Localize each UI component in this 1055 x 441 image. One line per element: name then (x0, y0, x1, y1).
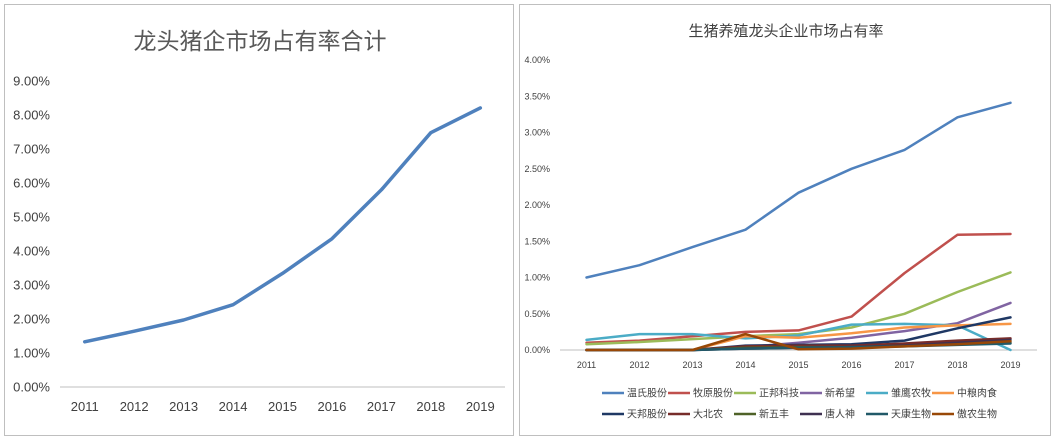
y-tick-label: 0.00% (524, 345, 550, 355)
series-line-11 (585, 332, 1012, 352)
legend-label: 中粮肉食 (957, 387, 997, 400)
x-tick-label: 2017 (367, 399, 396, 414)
x-tick-label: 2015 (788, 360, 808, 370)
x-tick-label: 2011 (71, 399, 99, 414)
chart-title: 龙头猪企市场占有率合计 (134, 29, 387, 55)
x-tick-label: 2016 (841, 360, 861, 370)
x-tick-label: 2013 (169, 399, 198, 414)
y-tick-label: 6.00% (13, 176, 50, 191)
y-tick-label: 0.50% (524, 309, 550, 319)
y-tick-label: 7.00% (13, 142, 50, 157)
y-tick-label: 2.00% (524, 200, 550, 210)
legend-label: 天邦股份 (627, 408, 667, 421)
y-tick-label: 5.00% (13, 210, 50, 225)
y-tick-label: 2.50% (524, 164, 550, 174)
left-line-chart: 龙头猪企市场占有率合计 0.00% 1.00% 2.00% 3.00% 4.00% 5.00… (13, 29, 505, 414)
x-tick-label: 2018 (416, 399, 445, 414)
series-line-0 (585, 101, 1012, 279)
legend-label: 唐人神 (825, 408, 855, 421)
x-tick-label: 2011 (577, 360, 596, 370)
legend-label: 新希望 (825, 387, 855, 400)
series-line-1 (585, 232, 1012, 345)
legend-label: 正邦科技 (759, 387, 799, 400)
series-line-2 (585, 271, 1012, 346)
x-tick-label: 2016 (317, 399, 346, 414)
right-chart-panel: 生猪养殖龙头企业市场占有率 0.00% 0.50% 1.00% 1.50% 2.00% 2.… (519, 4, 1051, 436)
legend-label: 雏鹰农牧 (891, 387, 931, 400)
series-line-0 (82, 106, 483, 344)
y-tick-label: 3.00% (524, 128, 550, 138)
y-tick-label: 1.50% (524, 236, 550, 246)
x-tick-label: 2019 (1000, 360, 1020, 370)
y-tick-label: 8.00% (13, 108, 50, 123)
legend-label: 新五丰 (759, 408, 789, 421)
y-tick-label: 2.00% (13, 312, 50, 327)
y-tick-label: 3.50% (524, 91, 550, 101)
legend-label: 傲农生物 (957, 408, 997, 421)
x-tick-label: 2012 (629, 360, 649, 370)
legend-label: 大北农 (693, 408, 723, 421)
x-tick-label: 2019 (466, 399, 495, 414)
y-tick-label: 9.00% (13, 74, 50, 89)
x-tick-label: 2015 (268, 399, 297, 414)
y-tick-label: 1.00% (13, 346, 50, 361)
x-tick-label: 2014 (219, 399, 248, 414)
right-line-chart: 生猪养殖龙头企业市场占有率 0.00% 0.50% 1.00% 1.50% 2.00% 2.… (524, 22, 1037, 421)
x-tick-label: 2013 (682, 360, 702, 370)
legend-label: 牧原股份 (693, 387, 733, 400)
y-tick-label: 0.00% (13, 380, 50, 395)
y-tick-label: 3.00% (13, 278, 50, 293)
y-tick-label: 1.00% (524, 273, 550, 283)
legend-label: 天康生物 (891, 408, 931, 421)
y-tick-label: 4.00% (524, 55, 550, 65)
x-tick-label: 2017 (894, 360, 914, 370)
x-tick-label: 2014 (735, 360, 755, 370)
x-tick-label: 2018 (947, 360, 967, 370)
y-tick-label: 4.00% (13, 244, 50, 259)
left-chart-panel: 龙头猪企市场占有率合计 0.00% 1.00% 2.00% 3.00% 4.00% 5.00… (4, 4, 514, 436)
chart-title: 生猪养殖龙头企业市场占有率 (688, 22, 883, 40)
legend-label: 温氏股份 (627, 388, 667, 400)
x-tick-label: 2012 (120, 399, 149, 414)
